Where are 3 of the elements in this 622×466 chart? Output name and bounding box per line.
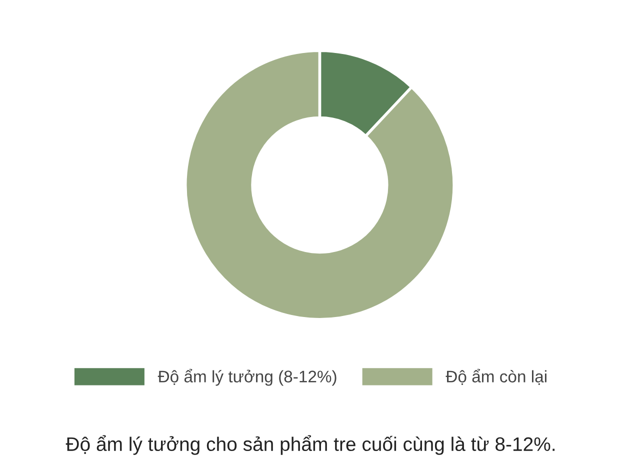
legend-label: Độ ẩm còn lại bbox=[446, 368, 546, 385]
legend-label: Độ ẩm lý tưởng (8-12%) bbox=[158, 368, 336, 386]
text: Độ ẩm lý tưởng cho sản phẩm tre cuối cùng là từ 8-12%. bbox=[66, 435, 555, 455]
